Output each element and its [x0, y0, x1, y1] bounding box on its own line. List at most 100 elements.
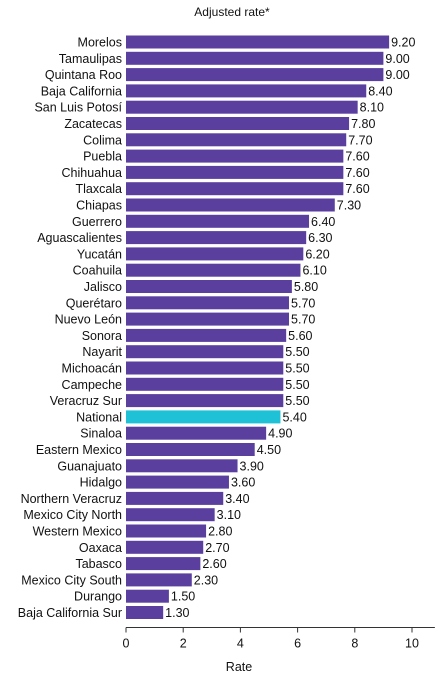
bar-campeche — [126, 377, 284, 391]
x-axis-label: Rate — [226, 660, 252, 674]
value-label-baja-california: 8.40 — [368, 84, 392, 98]
category-label-western-mexico: Western Mexico — [33, 525, 122, 539]
bar-guerrero — [126, 214, 310, 228]
category-label-coahuila: Coahuila — [73, 264, 122, 278]
category-label-guerrero: Guerrero — [72, 215, 122, 229]
bar-tamaulipas — [126, 51, 384, 65]
category-label-sonora: Sonora — [82, 329, 122, 343]
category-label-chiapas: Chiapas — [76, 199, 122, 213]
bar-mexico-city-south — [126, 573, 192, 587]
bar-national — [126, 410, 281, 424]
category-label-jalisco: Jalisco — [84, 280, 122, 294]
value-label-morelos: 9.20 — [391, 36, 415, 50]
bar-tlaxcala — [126, 182, 344, 196]
value-label-oaxaca: 2.70 — [205, 541, 229, 555]
bar-sonora — [126, 328, 287, 342]
bar-nayarit — [126, 345, 284, 359]
bar-mexico-city-north — [126, 508, 215, 522]
bar-coahuila — [126, 263, 301, 277]
bar-durango — [126, 589, 169, 603]
category-label-baja-california: Baja California — [41, 84, 122, 98]
value-label-baja-california-sur: 1.30 — [165, 606, 189, 620]
category-label-eastern-mexico: Eastern Mexico — [36, 443, 122, 457]
value-label-coahuila: 6.10 — [302, 264, 326, 278]
category-label-mexico-city-south: Mexico City South — [21, 573, 122, 587]
category-label-colima: Colima — [83, 133, 122, 147]
bar-quintana-roo — [126, 68, 384, 82]
bar-baja-california-sur — [126, 606, 164, 619]
bar-chiapas — [126, 198, 335, 212]
x-axis: 0 2 4 6 8 10 — [123, 627, 435, 651]
category-label-nayarit: Nayarit — [82, 345, 122, 359]
value-label-colima: 7.70 — [348, 133, 372, 147]
bar-jalisco — [126, 280, 292, 293]
value-label-veracruz-sur: 5.50 — [285, 394, 309, 408]
category-label-michoacan: Michoacán — [62, 362, 122, 376]
value-label-hidalgo: 3.60 — [231, 476, 255, 490]
category-label-morelos: Morelos — [78, 36, 122, 50]
category-label-durango: Durango — [74, 590, 122, 604]
category-label-tlaxcala: Tlaxcala — [75, 182, 122, 196]
category-label-hidalgo: Hidalgo — [80, 476, 122, 490]
bar-san-luis-potosi — [126, 100, 358, 114]
value-label-northern-veracruz: 3.40 — [225, 492, 249, 506]
value-label-nayarit: 5.50 — [285, 345, 309, 359]
value-label-national: 5.40 — [282, 410, 306, 424]
bar-eastern-mexico — [126, 443, 255, 456]
category-label-baja-california-sur: Baja California Sur — [18, 606, 122, 620]
category-label-tamaulipas: Tamaulipas — [59, 52, 122, 66]
category-label-national: National — [76, 410, 122, 424]
bar-nuevo-leon — [126, 312, 290, 326]
value-label-zacatecas: 7.80 — [351, 117, 375, 131]
category-label-puebla: Puebla — [83, 150, 122, 164]
value-label-tamaulipas: 9.00 — [385, 52, 409, 66]
value-label-mexico-city-north: 3.10 — [217, 508, 241, 522]
bar-morelos — [126, 35, 390, 49]
bar-sinaloa — [126, 426, 267, 440]
category-label-chihuahua: Chihuahua — [62, 166, 123, 180]
category-label-san-luis-potosi: San Luis Potosí — [34, 101, 122, 115]
value-label-guanajuato: 3.90 — [240, 459, 264, 473]
category-label-aguascalientes: Aguascalientes — [37, 231, 122, 245]
bar-tabasco — [126, 557, 201, 571]
x-tick-label-6: 6 — [294, 637, 301, 651]
value-label-jalisco: 5.80 — [294, 280, 318, 294]
value-label-guerrero: 6.40 — [311, 215, 335, 229]
value-label-durango: 1.50 — [171, 590, 195, 604]
category-label-queretaro: Querétaro — [66, 296, 122, 310]
category-label-quintana-roo: Quintana Roo — [45, 68, 122, 82]
value-label-aguascalientes: 6.30 — [308, 231, 332, 245]
value-label-puebla: 7.60 — [345, 150, 369, 164]
category-label-sinaloa: Sinaloa — [80, 427, 122, 441]
value-label-eastern-mexico: 4.50 — [257, 443, 281, 457]
bar-guanajuato — [126, 459, 238, 473]
category-label-zacatecas: Zacatecas — [64, 117, 122, 131]
bar-hidalgo — [126, 475, 229, 489]
value-label-yucatan: 6.20 — [305, 247, 329, 261]
category-label-guanajuato: Guanajuato — [57, 459, 122, 473]
bar-queretaro — [126, 296, 290, 310]
bar-western-mexico — [126, 524, 207, 538]
value-label-quintana-roo: 9.00 — [385, 68, 409, 82]
category-label-veracruz-sur: Veracruz Sur — [50, 394, 122, 408]
bar-yucatan — [126, 247, 304, 261]
category-label-nuevo-leon: Nuevo León — [55, 313, 122, 327]
value-label-tlaxcala: 7.60 — [345, 182, 369, 196]
x-tick-label-2: 2 — [180, 637, 187, 651]
value-label-queretaro: 5.70 — [291, 296, 315, 310]
value-label-campeche: 5.50 — [285, 378, 309, 392]
category-label-oaxaca: Oaxaca — [79, 541, 122, 555]
x-tick-label-10: 10 — [405, 637, 419, 651]
category-label-campeche: Campeche — [62, 378, 122, 392]
bar-northern-veracruz — [126, 491, 224, 505]
category-label-tabasco: Tabasco — [75, 557, 122, 571]
bar-colima — [126, 133, 347, 147]
bar-aguascalientes — [126, 231, 307, 245]
value-label-tabasco: 2.60 — [202, 557, 226, 571]
chart-title: Adjusted rate* — [194, 5, 270, 19]
value-label-chihuahua: 7.60 — [345, 166, 369, 180]
bar-baja-california — [126, 84, 367, 98]
value-label-sonora: 5.60 — [288, 329, 312, 343]
bar-oaxaca — [126, 540, 204, 554]
